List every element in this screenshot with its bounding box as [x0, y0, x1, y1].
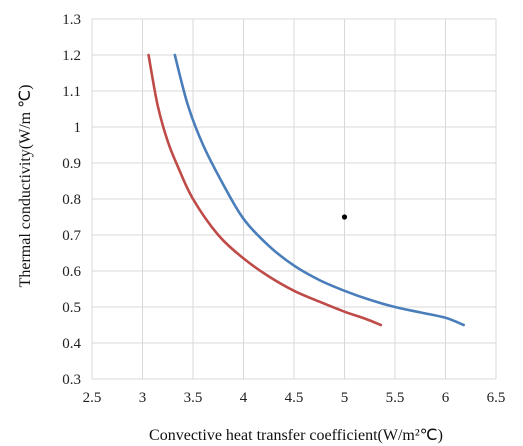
y-axis-tick-labels: 0.3 0.4 0.5 0.6 0.7 0.8 0.9 1 1.1 1.2 1.3	[62, 12, 81, 388]
series-line-2	[147, 53, 383, 327]
y-tick-label: 1.2	[62, 48, 81, 64]
y-tick-label: 0.3	[62, 372, 81, 388]
y-tick-label: 1.1	[62, 84, 81, 100]
y-tick-label: 1.3	[62, 12, 81, 28]
marker-layer	[341, 214, 348, 220]
x-tick-label: 6	[442, 390, 450, 406]
x-tick-label: 3	[139, 390, 147, 406]
y-tick-label: 0.8	[62, 192, 81, 208]
x-tick-label: 5	[341, 390, 349, 406]
y-axis-title: Thermal conductivity(W/m ℃)	[17, 85, 34, 288]
x-tick-label: 5.5	[386, 390, 405, 406]
y-tick-label: 0.7	[62, 228, 81, 244]
series-line-1	[173, 53, 465, 327]
y-tick-label: 0.4	[62, 336, 81, 352]
x-tick-label: 4.5	[285, 390, 304, 406]
x-tick-label: 2.5	[83, 390, 102, 406]
x-tick-label: 3.5	[184, 390, 203, 406]
x-tick-label: 4	[240, 390, 248, 406]
y-tick-label: 0.9	[62, 156, 81, 172]
x-axis-title: Convective heat transfer coefficient(W/m…	[149, 427, 443, 444]
data-point-1	[341, 214, 348, 220]
x-axis-tick-labels: 2.5 3 3.5 4 4.5 5 5.5 6 6.5	[83, 390, 506, 406]
x-tick-label: 6.5	[487, 390, 506, 406]
y-tick-label: 0.5	[62, 300, 81, 316]
y-tick-label: 0.6	[62, 264, 81, 280]
y-tick-label: 1	[74, 120, 82, 136]
series-layer	[147, 53, 465, 327]
